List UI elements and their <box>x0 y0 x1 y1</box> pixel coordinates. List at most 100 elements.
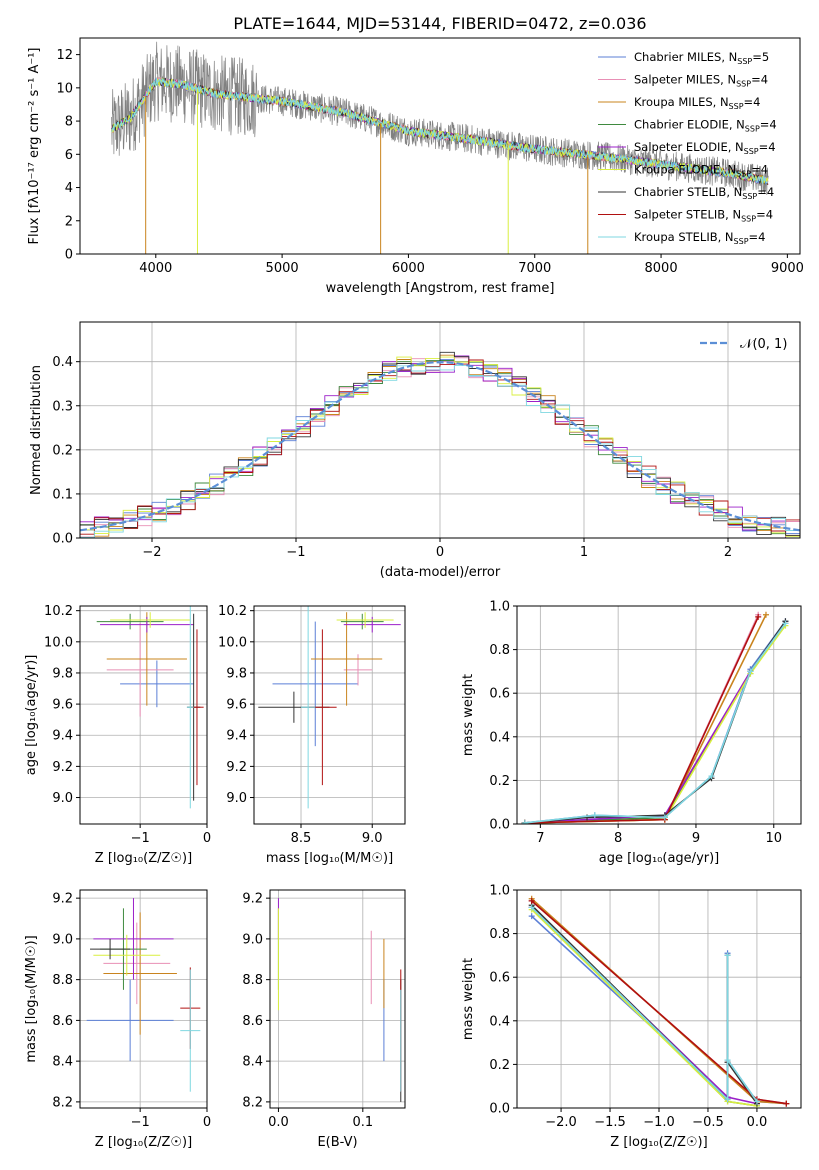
x-tick-label: 8 <box>614 831 622 846</box>
y-tick-label: 6 <box>65 148 73 163</box>
legend-label: Salpeter ELODIE, NSSP=4 <box>634 140 776 156</box>
weight-line-8 <box>531 906 758 1102</box>
legend-label-suffix: =4 <box>744 95 761 109</box>
legend-label-sub: SSP <box>745 125 760 134</box>
x-axis-label: mass [log₁₀(M/M☉)] <box>266 851 393 866</box>
x-axis-label: Z [log₁₀(Z/Z☉)] <box>610 1135 707 1150</box>
legend-label-sub: SSP <box>734 237 749 246</box>
y-tick-label: 8.4 <box>242 1055 263 1070</box>
y-tick-label: 9.2 <box>52 760 73 775</box>
y-tick-label: 0.0 <box>489 1102 510 1117</box>
y-tick-label: 8.8 <box>52 973 73 988</box>
x-tick-label: 7000 <box>518 261 551 276</box>
x-axis-label: (data-model)/error <box>380 565 501 580</box>
plot-area <box>111 41 769 254</box>
weight-line-2 <box>524 614 767 824</box>
x-tick-label: 5000 <box>266 261 299 276</box>
weight-line-4 <box>531 906 758 1105</box>
y-tick-label: 9.0 <box>52 791 73 806</box>
weight-line-0 <box>524 620 787 824</box>
x-tick-label: 0 <box>203 831 211 846</box>
x-tick-label: 6000 <box>392 261 425 276</box>
histogram-legend: 𝒩(0, 1) <box>700 337 787 352</box>
legend-label-suffix: =4 <box>759 140 776 154</box>
legend-label: Kroupa MILES, NSSP=4 <box>634 95 760 111</box>
weight-marker <box>528 904 535 911</box>
weight-marker <box>591 812 598 819</box>
x-tick-label: −2 <box>142 545 161 560</box>
x-tick-label: 8000 <box>645 261 678 276</box>
y-tick-label: 0.8 <box>489 927 510 942</box>
weight-marker <box>724 952 731 959</box>
y-tick-label: 4 <box>65 181 73 196</box>
y-tick-label: 8.2 <box>242 1095 263 1110</box>
residual-histogram-4 <box>80 355 787 538</box>
legend-label-sub: SSP <box>741 215 756 224</box>
weight-line-6 <box>524 620 787 824</box>
plot-area <box>80 322 800 538</box>
y-axis-label: mass [log₁₀(M/M☉)] <box>24 935 39 1062</box>
y-tick-label: 0.2 <box>52 443 73 458</box>
x-axis-label: wavelength [Angstrom, rest frame] <box>326 281 555 296</box>
legend-label: Chabrier ELODIE, NSSP=4 <box>634 118 777 134</box>
legend-label-sub: SSP <box>736 80 751 89</box>
legend-label-suffix: =4 <box>756 208 773 222</box>
x-tick-label: 4000 <box>139 261 172 276</box>
weight-marker <box>521 819 528 824</box>
y-tick-label: 1.0 <box>489 600 510 615</box>
x-tick-label: −2.0 <box>545 1115 577 1130</box>
legend-label: Kroupa STELIB, NSSP=4 <box>634 230 765 246</box>
y-tick-label: 0.2 <box>489 774 510 789</box>
y-tick-label: 9.6 <box>52 698 73 713</box>
x-tick-label: 10 <box>765 831 782 846</box>
legend-label-main: Salpeter STELIB, N <box>634 208 741 222</box>
weight-marker <box>724 1057 731 1064</box>
legend-label-sub: SSP <box>742 192 757 201</box>
weight-marker <box>755 613 762 620</box>
legend-label-sub: SSP <box>736 170 751 179</box>
weight-marker <box>661 814 668 821</box>
x-tick-label: −1.5 <box>594 1115 626 1130</box>
y-tick-label: 9.2 <box>52 892 73 907</box>
y-tick-label: 9.6 <box>226 698 247 713</box>
y-axis-label: mass weight <box>461 674 476 756</box>
panel-0: 4000 5000 6000 7000 8000 9000 0 2 4 6 8 10 12 wavelen… <box>27 37 804 296</box>
legend-label-main: Salpeter MILES, N <box>634 73 736 87</box>
x-axis-label: age [log₁₀(age/yr)] <box>599 851 720 866</box>
y-axis-label: Flux [fλ10⁻¹⁷ erg cm⁻² s⁻¹ A⁻¹] <box>27 48 42 245</box>
plot-area <box>517 606 801 824</box>
y-tick-label: 2 <box>65 214 73 229</box>
y-tick-label: 9.0 <box>242 932 263 947</box>
weight-marker <box>762 611 769 618</box>
y-axis-label: age [log₁₀(age/yr)] <box>24 655 39 776</box>
legend-label-main: Kroupa MILES, N <box>634 95 729 109</box>
y-tick-label: 8 <box>65 115 73 130</box>
y-tick-label: 9.4 <box>52 729 73 744</box>
y-tick-label: 0.4 <box>489 1014 510 1029</box>
weight-marker <box>528 913 535 920</box>
x-tick-label: −1.0 <box>643 1115 675 1130</box>
y-tick-label: 9.0 <box>52 932 73 947</box>
x-tick-label: 9 <box>692 831 700 846</box>
axes-frame <box>269 889 406 1109</box>
x-tick-label: 0.0 <box>747 1115 768 1130</box>
axes-frame <box>516 605 802 825</box>
legend-label-suffix: =4 <box>751 73 768 87</box>
axes-frame <box>79 37 801 255</box>
panel-6: 0.0 0.1 8.2 8.4 8.6 8.8 9.0 9.2 E(B-V) <box>242 889 406 1150</box>
residual-histogram-8 <box>80 364 800 538</box>
panels: 4000 5000 6000 7000 8000 9000024681012wavelen… <box>24 37 804 1150</box>
plot-area <box>254 606 405 824</box>
x-tick-label: 8.5 <box>291 831 312 846</box>
x-tick-label: 0.0 <box>268 1115 289 1130</box>
plot-area <box>80 890 207 1108</box>
legend-label-main: Chabrier MILES, N <box>634 50 737 64</box>
y-tick-label: 0.8 <box>489 643 510 658</box>
legend-label-suffix: =4 <box>749 230 766 244</box>
panel-4: 7 8 9 10 0.0 0.2 0.4 0.6 0.8 1.0 age [log₁₀(age/yr… <box>461 600 802 866</box>
x-tick-label: 0 <box>203 1115 211 1130</box>
y-axis-label: mass weight <box>461 958 476 1040</box>
legend-label-suffix: =4 <box>751 163 768 177</box>
panel-1: −2 −1 0 1 2 0.0 0.1 0.2 0.3 0.4 (data-model)/error… <box>29 321 801 580</box>
